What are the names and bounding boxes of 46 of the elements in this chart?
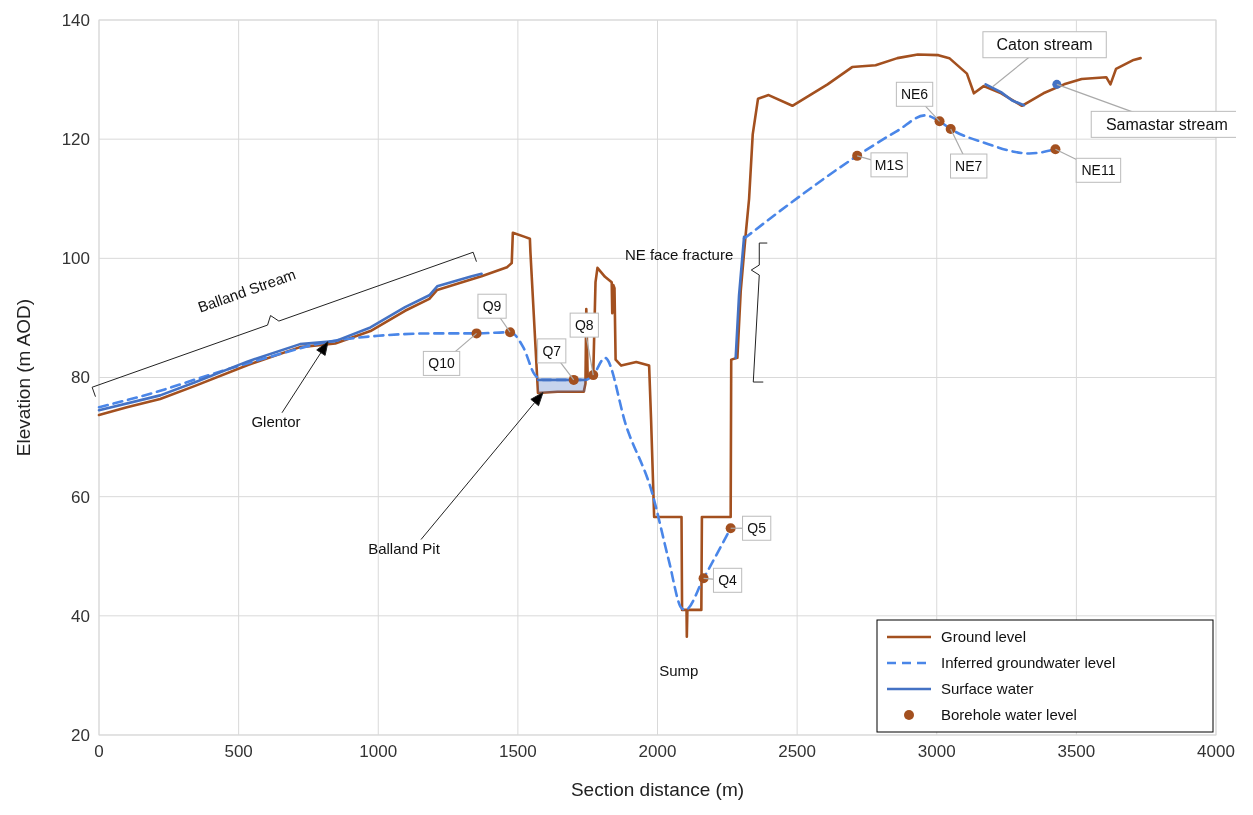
x-tick-label: 1000 <box>359 742 398 761</box>
annotation: Sump <box>659 661 699 679</box>
annotation: Q4 <box>718 572 738 589</box>
legend-label: Ground level <box>941 628 1027 646</box>
x-tick-label: 2000 <box>638 742 677 761</box>
point <box>1052 79 1062 89</box>
annotation: Q8 <box>574 317 594 334</box>
y-tick-label: 100 <box>61 249 90 269</box>
annotation: M1S <box>874 156 904 173</box>
annotation: Glentor <box>251 413 301 430</box>
point <box>698 573 709 584</box>
x-tick-label: 1500 <box>498 742 537 761</box>
annotation: Q10 <box>428 355 455 372</box>
y-tick-label: 40 <box>71 606 90 626</box>
legend-label: Inferred groundwater level <box>941 654 1116 672</box>
y-tick-label: 80 <box>71 368 90 388</box>
annotation: NE face fracture <box>624 246 734 264</box>
x-tick-label: 500 <box>224 742 253 761</box>
point <box>568 374 579 385</box>
x-axis-title: Section distance (m) <box>570 779 745 800</box>
y-axis-title: Elevation (m AOD) <box>13 298 34 457</box>
annotation: Q9 <box>482 298 502 315</box>
x-tick-label: 0 <box>94 742 104 761</box>
annotation: Caton stream <box>996 36 1093 54</box>
x-tick-label: 3000 <box>917 742 956 761</box>
annotation: NE7 <box>955 157 983 174</box>
legend-label: Surface water <box>941 680 1034 698</box>
point <box>945 124 956 135</box>
annotation: Samastar stream <box>1105 115 1228 133</box>
y-tick-label: 120 <box>61 130 90 150</box>
point <box>725 523 736 534</box>
y-tick-label: 20 <box>71 725 90 745</box>
annotation: NE6 <box>900 86 929 103</box>
point <box>852 150 863 161</box>
legend-label: Borehole water level <box>941 706 1077 724</box>
point <box>505 327 516 338</box>
y-tick-label: 140 <box>61 10 90 30</box>
annotation: Q5 <box>747 520 767 537</box>
x-tick-label: 3500 <box>1057 742 1096 761</box>
annotation: Balland Pit <box>368 539 441 557</box>
annotation: NE11 <box>1081 162 1116 179</box>
annotation: Q7 <box>542 342 562 359</box>
point <box>588 370 599 381</box>
x-tick-label: 4000 <box>1197 742 1235 761</box>
x-tick-label: 2500 <box>778 742 817 761</box>
y-tick-label: 60 <box>71 487 90 507</box>
